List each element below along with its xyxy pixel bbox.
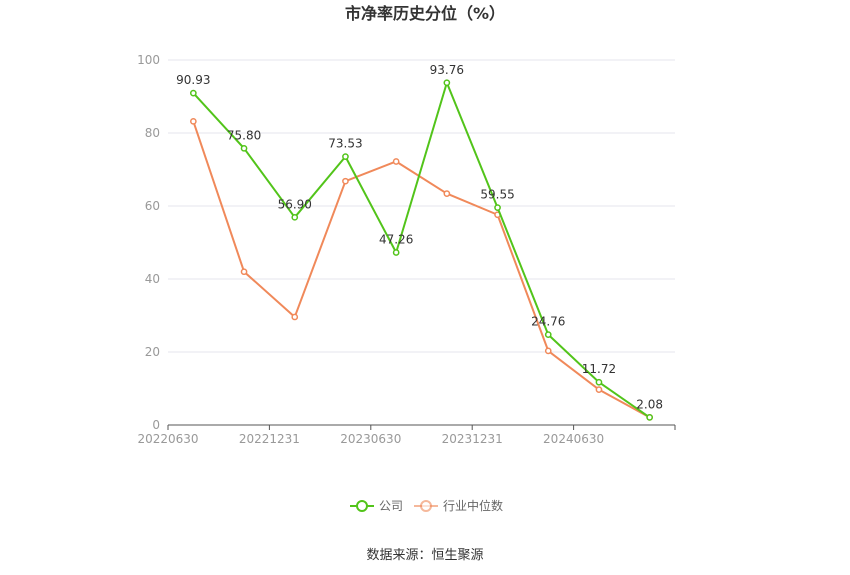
legend-swatch-marker <box>356 500 368 512</box>
data-label: 73.53 <box>328 137 362 151</box>
y-tick-label: 60 <box>145 199 160 213</box>
data-point <box>443 190 451 197</box>
data-point <box>342 153 349 160</box>
data-label: 75.80 <box>227 128 261 142</box>
data-point <box>392 158 400 165</box>
data-point <box>544 347 552 355</box>
series-line-company <box>192 81 651 419</box>
axes: 0 20 40 60 80 100 20220630 20221231 20230630 2023… <box>137 53 676 446</box>
data-label: 2.08 <box>636 397 663 411</box>
legend-swatch-marker <box>420 500 432 512</box>
x-tick-label: 20220630 <box>137 432 198 446</box>
y-tick-label: 0 <box>152 418 160 432</box>
data-label: 59.55 <box>480 188 514 202</box>
data-labels: 90.93 75.80 56.90 73.53 47.26 93.76 59.55 24.76… <box>176 63 663 412</box>
y-tick-label: 20 <box>145 345 160 359</box>
data-label: 24.76 <box>531 315 565 329</box>
data-point <box>291 213 299 221</box>
data-label: 47.26 <box>379 233 413 247</box>
data-point <box>544 331 552 338</box>
y-tick-label: 80 <box>145 126 160 140</box>
x-tick-label: 20240630 <box>543 432 604 446</box>
data-point <box>291 313 299 321</box>
data-point <box>190 89 197 97</box>
data-label: 56.90 <box>278 197 312 211</box>
x-tick-label: 20231231 <box>442 432 503 446</box>
data-label: 90.93 <box>176 73 210 87</box>
x-tick-label: 20230630 <box>340 432 401 446</box>
data-point <box>646 414 654 421</box>
data-label: 93.76 <box>430 63 464 77</box>
source-note: 数据来源：恒生聚源 <box>366 548 483 563</box>
legend: 公司 行业中位数 <box>350 498 503 513</box>
data-point <box>595 378 603 386</box>
series-lines <box>190 79 654 421</box>
legend-label: 公司 <box>379 499 403 513</box>
series-line-industry-median <box>192 121 651 419</box>
legend-label: 行业中位数 <box>443 498 503 513</box>
data-point <box>342 177 349 185</box>
data-point <box>595 386 603 393</box>
data-point <box>240 268 248 276</box>
data-label: 11.72 <box>582 362 616 376</box>
data-point <box>443 79 451 87</box>
chart-title: 市净率历史分位（%） <box>345 4 505 23</box>
data-point <box>494 204 501 211</box>
y-tick-label: 40 <box>145 272 160 286</box>
gridlines <box>168 59 675 353</box>
x-tick-label: 20221231 <box>239 432 300 446</box>
data-point <box>392 249 400 256</box>
data-point <box>190 117 197 125</box>
data-point <box>240 144 248 152</box>
y-tick-label: 100 <box>137 53 160 67</box>
